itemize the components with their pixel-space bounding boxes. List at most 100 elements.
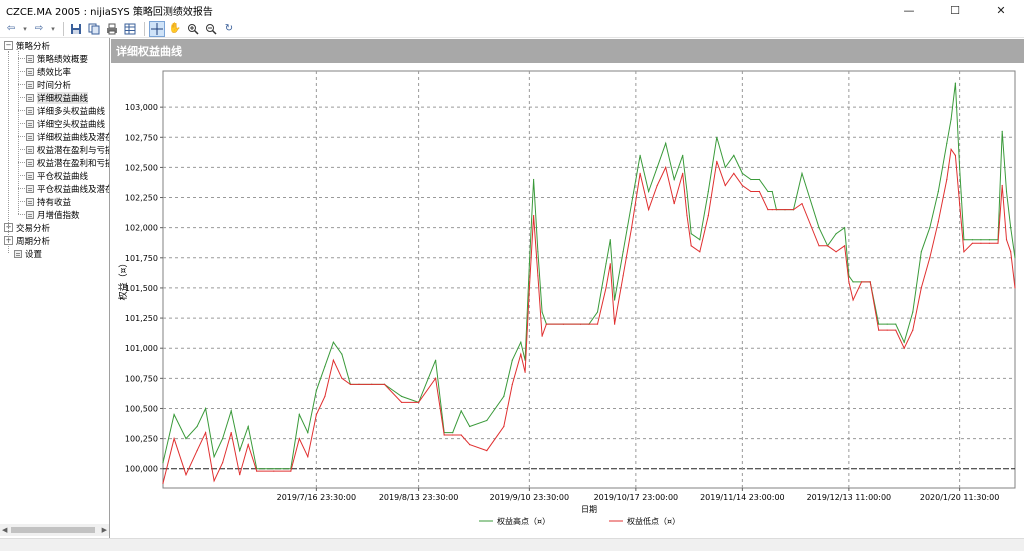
data-point <box>222 462 224 464</box>
data-point <box>895 329 897 331</box>
document-icon <box>26 158 34 167</box>
tree-item[interactable]: 时间分析 <box>26 78 71 91</box>
data-point <box>895 323 897 325</box>
data-point <box>950 118 952 120</box>
collapse-icon[interactable]: − <box>4 41 13 50</box>
data-point <box>750 178 752 181</box>
plot-area <box>162 70 1016 489</box>
data-point <box>307 456 309 458</box>
tree-guide-line <box>18 149 25 150</box>
back-icon[interactable]: ⇦ <box>6 23 16 34</box>
data-point <box>1010 227 1012 229</box>
data-point <box>767 209 769 211</box>
back-dropdown-icon[interactable]: ▾ <box>23 24 27 33</box>
tree-item[interactable]: 持有收益 <box>26 195 71 208</box>
tree-guide-line <box>18 136 25 137</box>
document-icon <box>26 197 34 206</box>
refresh-icon[interactable]: ↻ <box>224 23 234 34</box>
tree-item[interactable]: 平仓权益曲线 <box>26 169 88 182</box>
forward-dropdown-icon[interactable]: ▾ <box>51 24 55 33</box>
data-point <box>596 323 599 325</box>
scrollbar-thumb[interactable] <box>11 527 95 533</box>
tree-guide-line <box>18 58 25 59</box>
zoom-in-icon[interactable] <box>185 21 201 37</box>
data-point <box>298 438 300 440</box>
table-icon[interactable] <box>122 21 138 37</box>
scroll-left-icon[interactable]: ◀ <box>2 526 8 534</box>
forward-icon[interactable]: ⇨ <box>34 23 44 34</box>
data-point <box>290 470 292 472</box>
minimize-button[interactable]: — <box>903 3 915 17</box>
data-point <box>452 432 454 434</box>
tree-item[interactable]: 绩效比率 <box>26 65 71 78</box>
data-point <box>460 410 462 412</box>
tree-item[interactable]: 详细空头权益曲线 <box>26 117 105 130</box>
tree-item-label: 持有收益 <box>37 197 72 208</box>
crosshair-icon[interactable] <box>149 20 165 37</box>
tree-node-strategy-analysis[interactable]: − 策略分析 <box>4 39 50 52</box>
tree-node-settings[interactable]: 设置 <box>14 247 42 260</box>
tree-item[interactable]: 策略绩效概要 <box>26 52 88 65</box>
tree-item[interactable]: 权益潜在盈利和亏损 <box>26 156 109 169</box>
data-point <box>997 242 999 244</box>
data-point <box>724 166 726 168</box>
tree-node-trade-analysis[interactable]: + 交易分析 <box>4 221 50 234</box>
data-point <box>724 184 726 187</box>
y-tick-label: 100,750 <box>125 374 158 383</box>
tree-item[interactable]: 月增值指数 <box>26 208 80 221</box>
close-button[interactable]: ✕ <box>996 3 1006 17</box>
data-point <box>622 275 624 277</box>
scroll-right-icon[interactable]: ▶ <box>101 526 107 534</box>
document-icon <box>26 184 34 193</box>
data-point <box>537 251 539 253</box>
tree-item-label: 平仓权益曲线及潜在 <box>37 184 110 195</box>
data-point <box>614 323 616 325</box>
hand-icon[interactable]: ✋ <box>168 23 182 34</box>
tree-guide-line <box>18 188 25 189</box>
tree-node-period-analysis[interactable]: + 周期分析 <box>4 234 50 247</box>
save-icon[interactable] <box>68 21 84 37</box>
data-point <box>682 172 684 174</box>
tree-item[interactable]: 详细权益曲线 <box>26 91 89 104</box>
data-point <box>213 456 215 458</box>
tree-guide-line <box>18 162 25 163</box>
data-point <box>173 413 175 416</box>
tree-item-label: 绩效比率 <box>37 67 72 78</box>
tree-guide-line <box>18 110 25 111</box>
y-tick-label: 100,250 <box>125 435 158 444</box>
y-tick-label: 102,750 <box>125 133 158 142</box>
copy-icon[interactable] <box>86 21 102 37</box>
print-icon[interactable] <box>104 21 120 37</box>
y-tick-label: 102,500 <box>125 163 158 172</box>
data-point <box>524 371 526 373</box>
tree-item[interactable]: 权益潜在盈利与亏损 <box>26 143 109 156</box>
data-point <box>971 242 974 244</box>
y-tick-label: 102,000 <box>125 224 158 233</box>
zoom-out-icon[interactable] <box>203 21 219 37</box>
status-bar <box>0 538 1024 551</box>
data-point <box>775 209 778 211</box>
data-point <box>622 251 624 253</box>
data-point <box>332 341 334 343</box>
data-point <box>835 233 837 235</box>
tree-item[interactable]: 详细权益曲线及潜在 <box>26 130 109 143</box>
data-point <box>469 425 471 428</box>
data-point <box>324 395 326 397</box>
maximize-button[interactable]: ☐ <box>950 3 960 17</box>
data-point <box>239 474 241 476</box>
x-tick-label: 2019/12/13 11:00:00 <box>807 493 892 502</box>
tree-item[interactable]: 详细多头权益曲线 <box>26 104 105 117</box>
data-point <box>929 227 931 229</box>
data-point <box>579 323 582 325</box>
tree-guide-line <box>8 51 9 253</box>
data-point <box>324 365 326 367</box>
data-point <box>988 239 991 241</box>
tree-guide-line <box>18 201 25 202</box>
data-point <box>520 341 522 343</box>
tree-guide-line <box>18 214 25 215</box>
data-point <box>852 299 854 301</box>
data-point <box>946 178 948 181</box>
tree-horizontal-scrollbar[interactable]: ◀ ▶ <box>0 524 109 536</box>
tree-item[interactable]: 平仓权益曲线及潜在 <box>26 182 110 195</box>
data-point <box>886 323 888 325</box>
